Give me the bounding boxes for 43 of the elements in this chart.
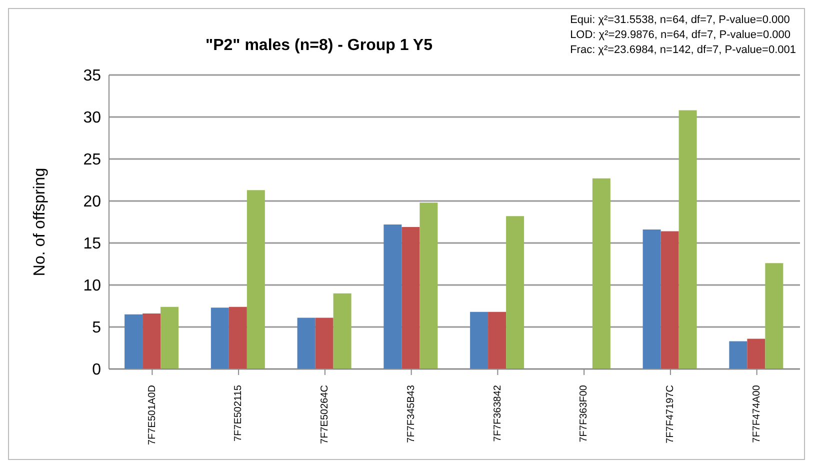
- x-tick-label: 7F7F363842: [492, 384, 504, 442]
- x-tick-label: 7F7E502115: [233, 384, 244, 442]
- bar: [729, 341, 748, 369]
- x-tick-label: 7F7F363F00: [578, 384, 590, 442]
- bar: [420, 202, 438, 369]
- bar: [142, 314, 161, 369]
- y-axis-title: No. of offspring: [32, 168, 49, 276]
- bar: [384, 224, 402, 369]
- bar: [470, 312, 488, 369]
- y-tick-label: 20: [83, 194, 102, 211]
- y-tick-label: 25: [83, 152, 102, 169]
- y-tick-label: 10: [83, 278, 102, 295]
- bar: [592, 178, 610, 369]
- chart-title: "P2" males (n=8) - Group 1 Y5: [204, 37, 434, 55]
- bar: [297, 318, 316, 369]
- bar: [642, 230, 661, 369]
- y-tick-label: 35: [83, 68, 102, 85]
- bar: [488, 312, 506, 369]
- x-tick-label: 7F7F474A00: [751, 384, 762, 443]
- bar: [660, 231, 679, 369]
- text: LOD: χ²=29.9876, n=64, df=7, P-value=0.000: [570, 28, 792, 43]
- bar: [228, 306, 247, 369]
- bar: [333, 293, 352, 369]
- bar: [315, 318, 334, 369]
- x-tick-label: 7F7E501A0D: [146, 385, 158, 446]
- x-tick-label: 7F7F47197C: [665, 385, 676, 444]
- text: Equi: χ²=31.5538, n=64, df=7, P-value=0.000: [570, 13, 791, 28]
- x-tick-label: 7F7E50264C: [320, 385, 331, 444]
- bar: [124, 314, 143, 369]
- x-tick-label: 7F7F345B43: [406, 384, 417, 443]
- y-tick-label: 0: [92, 362, 102, 379]
- text: Frac: χ²=23.6984, n=142, df=7, P-value=0.001: [570, 43, 796, 58]
- bar: [160, 306, 179, 369]
- bar: [678, 110, 697, 369]
- bar: [765, 263, 784, 369]
- bar: [747, 338, 766, 369]
- bar: [506, 216, 524, 369]
- bar: [246, 190, 265, 369]
- bar: [402, 227, 420, 369]
- bar: [210, 308, 229, 369]
- y-tick-label: 30: [83, 110, 102, 127]
- y-tick-label: 5: [92, 320, 102, 337]
- y-tick-label: 15: [83, 236, 102, 253]
